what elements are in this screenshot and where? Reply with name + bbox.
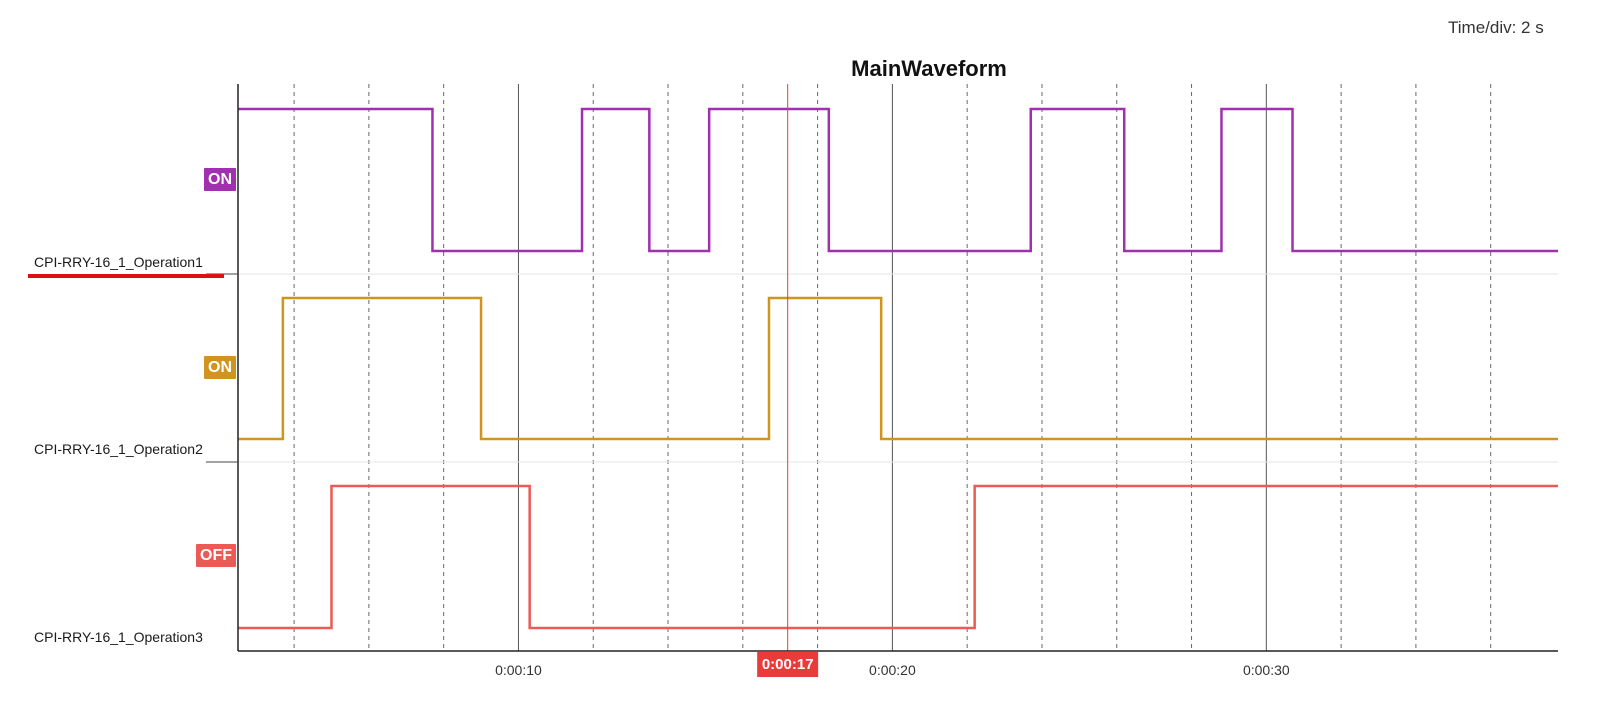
grid-layer [293,84,1492,651]
chart-title-container: MainWaveform [238,56,1619,82]
state-badge-1: ON [204,168,236,191]
state-badge-2: ON [204,356,236,379]
time-per-division-readout: Time/div: 2 s [1448,18,1544,37]
channel-name-3[interactable]: CPI-RRY-16_1_Operation3 [34,629,203,645]
x-tick-label: 0:00:20 [869,662,916,678]
selected-channel-underline [28,274,224,278]
chart-title: MainWaveform [851,56,1007,81]
channel-separators [238,273,1558,463]
channel-name-1[interactable]: CPI-RRY-16_1_Operation1 [34,254,203,270]
trace-layer [238,107,1558,630]
axis-layer [206,84,1558,652]
trace-2 [238,296,1558,441]
cursor-time-label[interactable]: 0:00:17 [756,652,819,677]
x-tick-label: 0:00:30 [1242,662,1290,678]
x-tick-label: 0:00:10 [495,662,542,678]
state-badge-3: OFF [196,544,236,567]
trace-3 [238,484,1558,630]
trace-1 [238,107,1558,253]
channel-name-2[interactable]: CPI-RRY-16_1_Operation2 [34,441,203,457]
